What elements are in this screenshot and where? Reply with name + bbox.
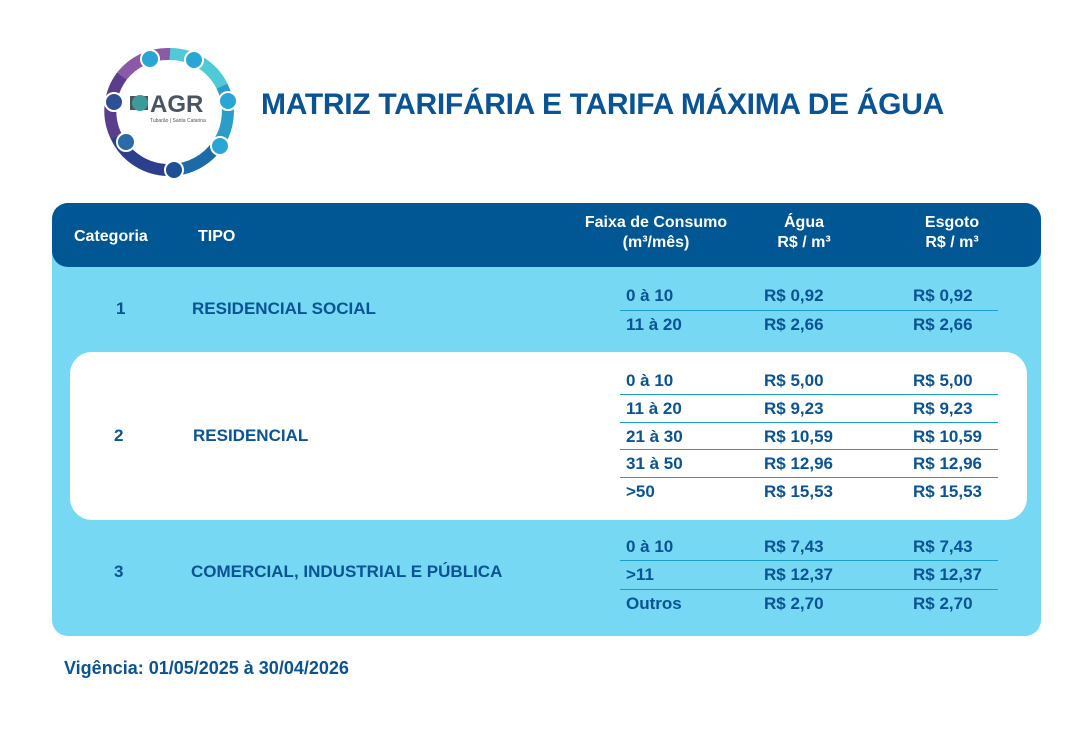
agua-value: R$ 5,00 [764,371,824,390]
col-agua-line2: R$ / m³ [777,234,831,251]
col-faixa-line1: Faixa de Consumo [584,214,728,231]
table-row: 0 à 10 R$ 7,43 R$ 7,43 [620,533,998,561]
col-esgoto-line1: Esgoto [924,214,980,231]
faixa: >50 [626,482,655,501]
faixa: 31 à 50 [626,454,683,473]
esgoto-value: R$ 15,53 [913,482,982,501]
esgoto-value: R$ 2,70 [913,594,973,613]
agr-logo: AGR Tubarão | Santa Catarina [104,47,238,178]
col-esgoto: Esgoto R$ / m³ [902,213,1002,253]
faixa: 0 à 10 [626,371,674,390]
col-esgoto-line2: R$ / m³ [925,234,979,251]
col-categoria: Categoria [74,228,148,245]
table-header: Categoria TIPO Faixa de Consumo (m³/mês)… [52,203,1041,267]
category-tipo: RESIDENCIAL [193,426,309,445]
table-row: 21 à 30 R$ 10,59 R$ 10,59 [620,422,998,451]
col-tipo: TIPO [198,228,236,245]
agua-value: R$ 15,53 [764,482,833,501]
col-agua: Água R$ / m³ [754,213,854,253]
esgoto-value: R$ 9,23 [913,399,973,418]
table-row: >50 R$ 15,53 R$ 15,53 [620,477,998,506]
esgoto-value: R$ 12,96 [913,454,982,473]
faixa: 21 à 30 [626,427,683,446]
table-row: 31 à 50 R$ 12,96 R$ 12,96 [620,449,998,478]
agua-value: R$ 7,43 [764,537,824,556]
col-faixa-line2: (m³/mês) [622,234,690,251]
faixa: 0 à 10 [626,537,674,556]
esgoto-value: R$ 7,43 [913,537,973,556]
table-row: 11 à 20 R$ 2,66 R$ 2,66 [620,310,998,339]
category-2-band [70,352,1027,520]
agua-value: R$ 12,37 [764,565,833,584]
esgoto-value: R$ 2,66 [913,315,973,334]
faixa: 0 à 10 [626,286,674,305]
agua-value: R$ 2,70 [764,594,824,613]
col-faixa: Faixa de Consumo (m³/mês) [570,213,742,253]
vigencia-text: Vigência: 01/05/2025 à 30/04/2026 [64,658,349,678]
agua-value: R$ 2,66 [764,315,824,334]
esgoto-value: R$ 0,92 [913,286,973,305]
table-row: Outros R$ 2,70 R$ 2,70 [620,589,998,618]
table-row: 0 à 10 R$ 5,00 R$ 5,00 [620,367,998,395]
col-agua-line1: Água [784,214,824,231]
esgoto-value: R$ 12,37 [913,565,982,584]
table-row: 0 à 10 R$ 0,92 R$ 0,92 [620,282,998,310]
faixa: >11 [626,565,654,584]
page-title: MATRIZ TARIFÁRIA E TARIFA MÁXIMA DE ÁGUA [261,88,944,121]
category-id: 2 [114,426,124,445]
category-tipo: RESIDENCIAL SOCIAL [192,299,376,318]
tariff-table: Categoria TIPO Faixa de Consumo (m³/mês)… [52,203,1041,636]
faixa: Outros [626,594,682,613]
category-id: 1 [116,299,126,318]
category-tipo: COMERCIAL, INDUSTRIAL E PÚBLICA [191,562,503,581]
agua-value: R$ 9,23 [764,399,824,418]
esgoto-value: R$ 10,59 [913,427,982,446]
table-row: >11 R$ 12,37 R$ 12,37 [620,560,998,589]
faixa: 11 à 20 [626,315,682,334]
esgoto-value: R$ 5,00 [913,371,973,390]
svg-text:Tubarão | Santa Catarina: Tubarão | Santa Catarina [150,118,206,124]
faixa: 11 à 20 [626,399,682,418]
svg-text:AGR: AGR [150,91,203,118]
table-row: 11 à 20 R$ 9,23 R$ 9,23 [620,394,998,423]
agua-value: R$ 10,59 [764,427,833,446]
agua-value: R$ 12,96 [764,454,833,473]
agua-value: R$ 0,92 [764,286,824,305]
category-id: 3 [114,562,124,581]
